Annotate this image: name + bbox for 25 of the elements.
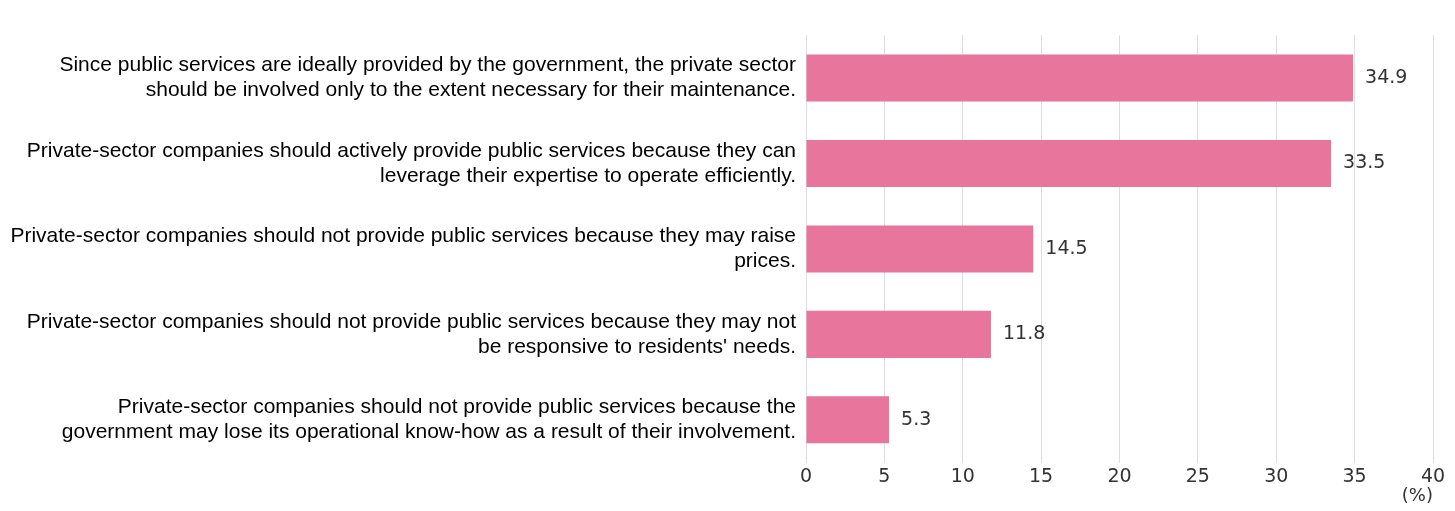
x-tick-label: 0	[799, 463, 813, 486]
bar	[806, 139, 1332, 187]
y-tick-label: Private-sector companies should not provide public services because the government may lose its operational know-how as a result of their involvement.	[61, 394, 796, 443]
bar	[806, 310, 991, 358]
x-tick-label: 15	[1029, 463, 1054, 486]
x-tick-label: 40	[1420, 463, 1446, 486]
bar	[806, 225, 1034, 273]
x-tick-label: 5	[878, 463, 891, 486]
y-tick-label: Private-sector companies should not provide public services because they may raise prices.	[10, 223, 796, 272]
x-axis-title: (%)	[1401, 483, 1433, 505]
x-tick-label: 25	[1185, 463, 1210, 486]
data-label: 11.8	[1002, 321, 1046, 344]
y-tick-label: Since public services are ideally provided by the government, the private sector should be involved only to the extent necessary for their maintenance.	[59, 52, 796, 101]
bar	[806, 396, 890, 444]
data-label: 14.5	[1045, 235, 1088, 258]
x-tick-label: 35	[1342, 463, 1367, 486]
x-tick-label: 30	[1264, 463, 1289, 486]
y-tick-label: Private-sector companies should actively provide public services because they can leverage their expertise to operate efficiently.	[26, 137, 796, 186]
y-tick-label: Private-sector companies should not provide public services because they may not be responsive to residents' needs.	[26, 308, 797, 357]
data-label: 34.9	[1365, 64, 1408, 87]
x-tick-label: 10	[950, 463, 975, 486]
data-label: 5.3	[901, 406, 932, 429]
bar	[806, 54, 1354, 102]
data-label: 33.5	[1343, 150, 1386, 173]
x-tick-label: 20	[1107, 463, 1132, 486]
